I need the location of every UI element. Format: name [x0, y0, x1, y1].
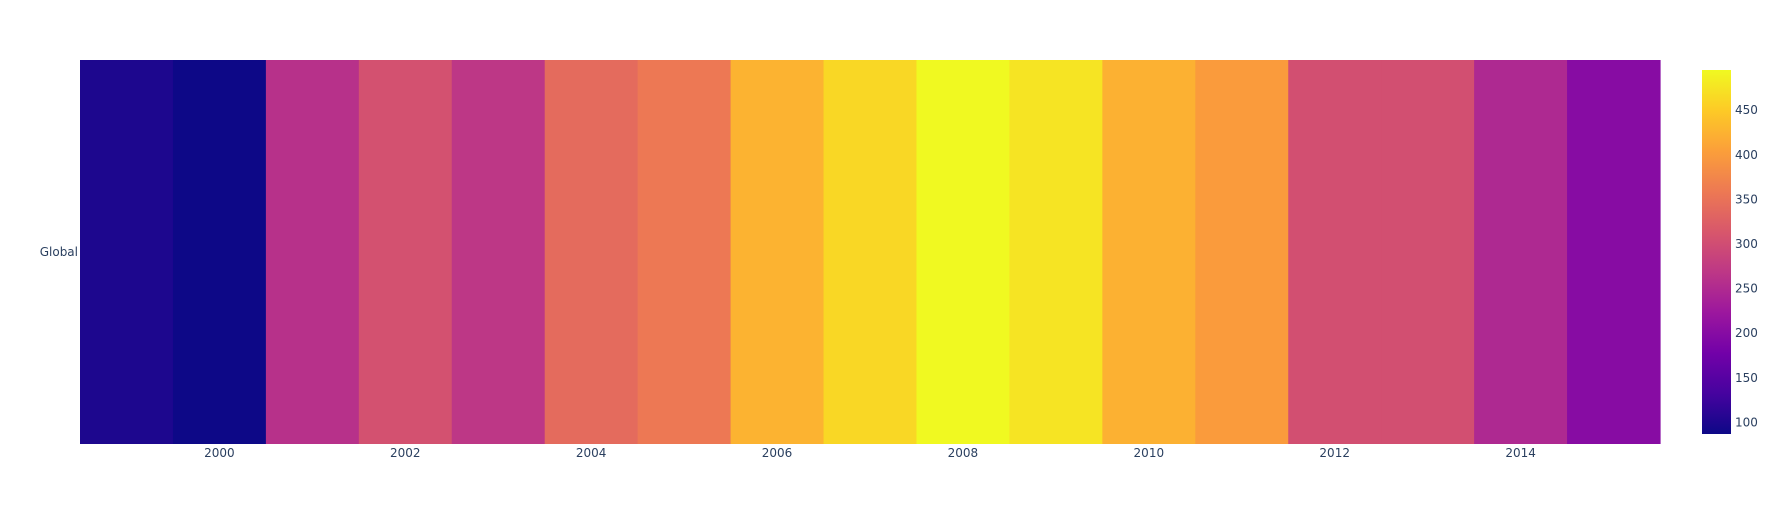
heatmap-cell-2002 — [358, 60, 453, 444]
heatmap-cell-2000 — [172, 60, 267, 444]
colorbar: 100 150 200 250 300 350 400 450 — [1702, 70, 1758, 434]
heatmap-cell-2006 — [730, 60, 825, 444]
colorbar-tick-label: 100 — [1735, 415, 1758, 429]
colorbar-tick-label: 450 — [1735, 103, 1758, 117]
heatmap-cell-2003 — [451, 60, 546, 444]
heatmap-cell-2009 — [1009, 60, 1103, 444]
colorbar-tick-label: 400 — [1735, 148, 1758, 162]
heatmap-cell-2010 — [1102, 60, 1196, 444]
colorbar-tick-label: 300 — [1735, 237, 1758, 251]
colorbar-gradient — [1702, 70, 1731, 434]
heatmap-cell-2015 — [1567, 60, 1661, 444]
x-tick-label: 2004 — [576, 446, 607, 460]
x-tick-label: 2010 — [1134, 446, 1165, 460]
x-tick-label: 2002 — [390, 446, 421, 460]
heatmap-cell-2001 — [265, 60, 360, 444]
heatmap-cell-2004 — [544, 60, 639, 444]
x-tick-label: 2006 — [762, 446, 793, 460]
heatmap-cell-1999 — [80, 60, 174, 444]
x-tick-label: 2008 — [948, 446, 979, 460]
y-axis-ticks: Global — [40, 245, 78, 259]
x-tick-label: 2014 — [1505, 446, 1536, 460]
heatmap-cell-2005 — [637, 60, 732, 444]
colorbar-ticks: 100 150 200 250 300 350 400 450 — [1735, 103, 1758, 429]
colorbar-tick-label: 150 — [1735, 371, 1758, 385]
heatmap-cell-2012 — [1288, 60, 1382, 444]
heatmap-cell-2007 — [823, 60, 918, 444]
colorbar-tick-label: 250 — [1735, 282, 1758, 296]
heatmap-cell-2008 — [916, 60, 1011, 444]
x-axis-ticks: 2000 2002 2004 2006 2008 2010 2012 2014 — [204, 446, 1536, 460]
colorbar-tick-label: 350 — [1735, 192, 1758, 206]
x-tick-label: 2000 — [204, 446, 235, 460]
x-tick-label: 2012 — [1319, 446, 1350, 460]
heatmap-cell-2011 — [1195, 60, 1289, 444]
heatmap-cells — [80, 60, 1661, 444]
heatmap-cell-2013 — [1381, 60, 1475, 444]
y-tick-label: Global — [40, 245, 78, 259]
heatmap-cell-2014 — [1474, 60, 1568, 444]
colorbar-tick-label: 200 — [1735, 326, 1758, 340]
